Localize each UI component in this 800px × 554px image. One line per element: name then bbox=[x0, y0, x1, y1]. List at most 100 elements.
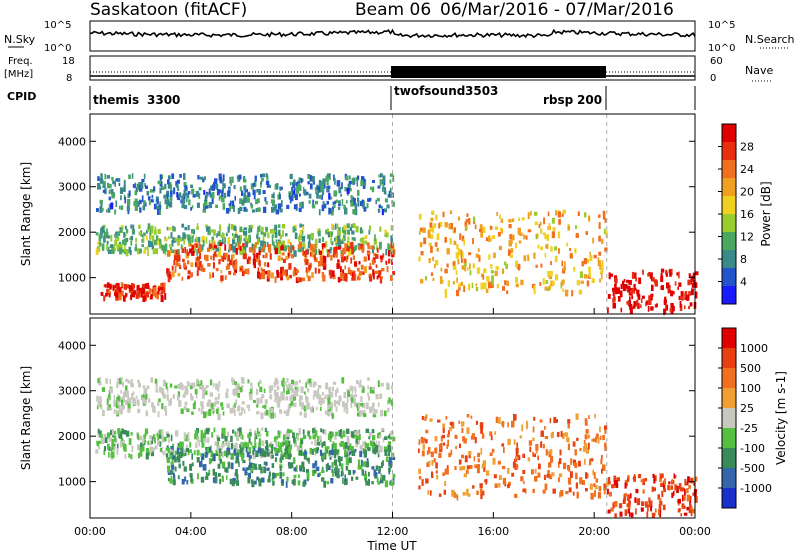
data-cell bbox=[152, 290, 155, 297]
data-cell bbox=[418, 485, 421, 490]
data-cell bbox=[147, 240, 151, 248]
data-cell bbox=[360, 447, 363, 451]
data-cell bbox=[163, 245, 167, 252]
data-cell bbox=[634, 272, 637, 278]
data-cell bbox=[215, 204, 218, 208]
data-cell bbox=[167, 447, 170, 454]
data-cell bbox=[311, 449, 314, 455]
data-cell bbox=[356, 403, 359, 409]
data-cell bbox=[330, 238, 333, 244]
data-cell bbox=[430, 234, 434, 239]
data-cell bbox=[352, 449, 356, 453]
data-cell bbox=[312, 247, 315, 253]
data-cell bbox=[290, 444, 293, 450]
data-cell bbox=[601, 238, 604, 245]
data-cell bbox=[154, 248, 159, 255]
data-cell bbox=[471, 433, 475, 440]
data-cell bbox=[101, 207, 104, 212]
data-cell bbox=[629, 296, 631, 303]
data-cell bbox=[197, 236, 201, 243]
data-cell bbox=[377, 380, 380, 387]
data-cell bbox=[544, 435, 549, 440]
data-cell bbox=[137, 408, 141, 414]
data-cell bbox=[103, 295, 106, 301]
data-cell bbox=[273, 207, 276, 211]
data-cell bbox=[225, 392, 229, 399]
data-cell bbox=[295, 189, 300, 194]
data-cell bbox=[361, 386, 365, 393]
data-cell bbox=[306, 402, 310, 410]
data-cell bbox=[143, 434, 146, 440]
data-cell bbox=[334, 237, 336, 242]
data-cell bbox=[276, 447, 280, 453]
data-cell bbox=[670, 303, 674, 308]
data-cell bbox=[241, 385, 244, 392]
data-cell bbox=[243, 206, 247, 212]
cpid-panel: CPID themis 3300 twofsound 3503 rbsp 200 bbox=[7, 84, 696, 110]
data-cell bbox=[680, 513, 682, 517]
data-cell bbox=[616, 287, 620, 294]
data-cell bbox=[318, 472, 322, 476]
data-cell bbox=[490, 270, 494, 274]
data-cell bbox=[164, 237, 168, 242]
data-cell bbox=[378, 204, 382, 209]
data-cell bbox=[196, 202, 200, 208]
data-cell bbox=[512, 461, 516, 468]
data-cell bbox=[106, 398, 109, 405]
data-cell bbox=[240, 435, 242, 440]
data-cell bbox=[441, 434, 445, 439]
data-cell bbox=[363, 179, 367, 186]
data-cell bbox=[312, 434, 316, 440]
data-cell bbox=[243, 238, 246, 242]
data-cell bbox=[455, 445, 457, 450]
data-cell bbox=[190, 476, 193, 482]
data-cell bbox=[484, 479, 488, 483]
colorbar-tick-label: 12 bbox=[740, 231, 754, 244]
data-cell bbox=[215, 183, 219, 190]
data-cell bbox=[242, 242, 245, 247]
data-cell bbox=[584, 418, 588, 422]
data-cell bbox=[207, 230, 211, 236]
data-cell bbox=[246, 451, 250, 458]
data-cell bbox=[569, 247, 571, 252]
data-cell bbox=[114, 239, 118, 246]
data-cell bbox=[244, 441, 247, 448]
data-cell bbox=[629, 493, 632, 499]
data-cell bbox=[176, 191, 178, 198]
data-cell bbox=[612, 298, 616, 303]
cpid-mode-1-name: themis bbox=[93, 93, 139, 107]
colorbar-swatch bbox=[722, 328, 736, 349]
data-cell bbox=[381, 276, 383, 280]
data-cell bbox=[530, 210, 532, 216]
data-cell bbox=[108, 404, 111, 410]
data-cell bbox=[210, 458, 213, 463]
data-cell bbox=[460, 281, 464, 286]
nsky-label: N.Sky bbox=[4, 33, 36, 46]
freq-panel: Freq. [MHz] 18 8 60 0 Nave bbox=[4, 55, 773, 84]
data-cell bbox=[660, 501, 663, 506]
data-cell bbox=[116, 396, 119, 403]
data-cell bbox=[145, 387, 148, 394]
data-cell bbox=[508, 481, 511, 486]
data-cell bbox=[134, 190, 138, 196]
data-cell bbox=[183, 262, 187, 268]
data-cell bbox=[274, 247, 278, 255]
data-cell bbox=[156, 205, 160, 209]
data-cell bbox=[298, 193, 301, 197]
data-cell bbox=[495, 416, 499, 423]
data-cell bbox=[162, 391, 165, 396]
colorbar-swatch bbox=[722, 468, 736, 489]
data-cell bbox=[221, 443, 223, 450]
data-cell bbox=[155, 382, 158, 389]
data-cell bbox=[97, 241, 101, 245]
data-cell bbox=[130, 224, 133, 229]
data-cell bbox=[220, 270, 223, 274]
data-cell bbox=[537, 244, 540, 249]
colorbar-tick-label: 1000 bbox=[740, 342, 768, 355]
nave-tick-top: 60 bbox=[710, 56, 723, 67]
data-cell bbox=[384, 198, 388, 203]
data-cell bbox=[169, 190, 173, 197]
data-cell bbox=[125, 292, 128, 297]
data-cell bbox=[438, 493, 442, 497]
data-cell bbox=[382, 253, 385, 258]
